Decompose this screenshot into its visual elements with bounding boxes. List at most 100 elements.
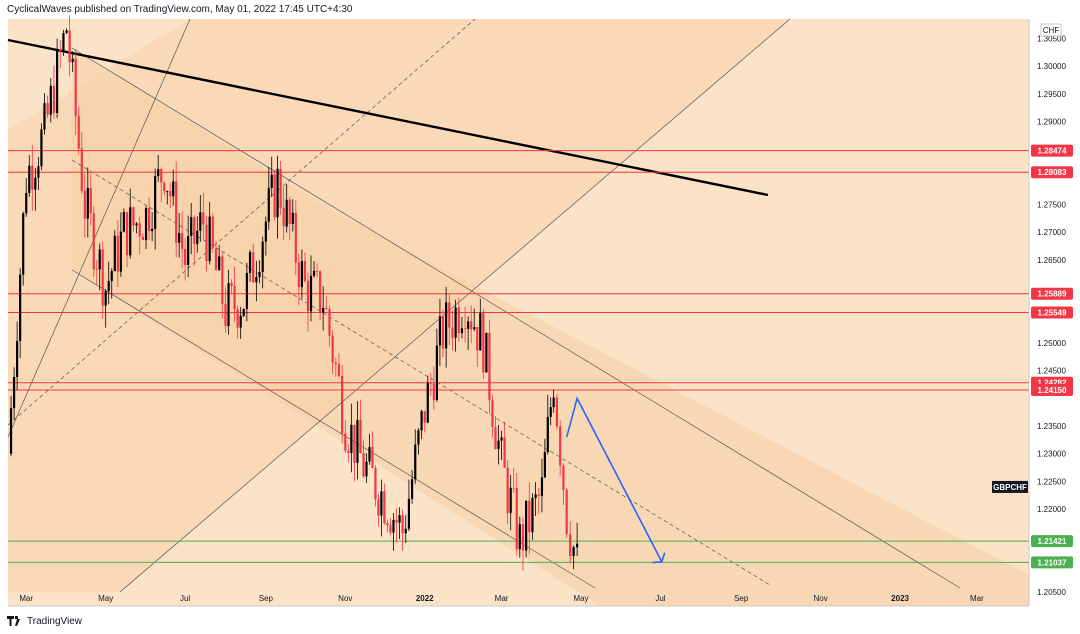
candle-body [497,440,500,449]
candle-body [43,102,46,130]
candle-body [344,433,347,451]
candle-body [569,534,572,556]
candle-body [334,362,337,365]
candle-body [279,168,282,208]
time-tick-label: May [98,594,113,603]
channel-drawings [7,18,1029,606]
candle-body [264,221,267,242]
candle-body [509,487,512,514]
candle-body [528,500,531,533]
candle-body [28,165,31,193]
candle-body [141,236,144,241]
publisher-line: CyclicalWaves published on TradingView.c… [7,4,353,15]
descending-channel-lower [71,269,596,589]
candle-body [432,383,435,401]
candle-body [410,479,414,499]
candle-body [52,85,56,114]
candle-body [92,213,95,270]
candle-body [40,129,43,167]
candle-body [426,382,429,423]
candle-body [132,207,135,226]
candle-body [559,426,562,466]
candle-body [252,252,255,283]
price-tick-label: 1.26500 [1037,256,1066,265]
time-tick-label: Sep [734,594,749,603]
candle-body [9,408,13,454]
level-price-tag [1031,166,1073,179]
candle-body [476,327,479,351]
candle-body [144,208,148,241]
candle-body [531,497,534,533]
candle-body [576,543,579,548]
candle-body [199,212,202,231]
candle-body [315,270,319,272]
candle-body [525,500,528,551]
candle-body [500,437,503,441]
candle-body [239,315,242,328]
price-tick-label: 1.29500 [1037,90,1066,99]
candle-body [119,231,122,272]
candle-body [371,446,374,468]
candle-body [110,271,113,282]
tradingview-footer: TradingView [7,612,82,630]
candle-body [19,274,22,341]
candle-body [448,302,451,328]
level-price-label: 1.28474 [1038,147,1067,156]
candle-body [77,116,80,149]
candle-body [163,182,166,192]
candle-body [386,523,389,526]
candle-body [438,316,442,346]
symbol-tag [992,480,1028,493]
candle-body [537,494,540,496]
price-tick-label: 1.22500 [1037,477,1066,486]
candle-body [202,212,205,225]
candle-body [407,498,411,529]
candle-body [404,528,407,534]
time-tick-label: 2023 [891,594,909,603]
level-price-label: 1.25889 [1038,290,1067,299]
candle-body [473,327,476,330]
level-price-label: 1.21037 [1038,558,1067,567]
candle-body [227,283,230,327]
candle-body [71,58,74,63]
candle-body [389,525,392,533]
candle-body [89,187,92,214]
candle-body [341,375,344,434]
time-tick-label: Mar [495,594,509,603]
candle-body [303,261,307,281]
candle-body [138,223,141,237]
time-tick-label: Jul [655,594,665,603]
candle-body [258,271,261,278]
candle-body [401,515,404,534]
candle-body [68,30,71,63]
candle-body [420,411,423,431]
major-trendline [7,38,769,197]
candle-body [398,515,401,523]
candle-body [116,235,119,272]
candle-body [267,187,270,222]
time-tick-label: Jul [180,594,190,603]
candle-body [464,328,467,330]
candle-body [74,58,77,117]
candle-body [187,235,190,266]
candle-body [503,437,506,468]
level-price-tag [1031,535,1073,548]
candle-body [285,199,288,227]
candle-body [562,465,565,490]
candle-body [113,235,116,272]
candle-body [184,248,187,266]
candle-body [276,168,279,218]
price-tick-label: 1.27000 [1037,228,1066,237]
level-price-label: 1.28083 [1038,168,1067,177]
candle-body [190,217,193,236]
candle-body [457,307,460,334]
candle-body [135,223,138,226]
candle-body [245,272,248,309]
candle-body [65,30,68,34]
candle-body [555,397,559,427]
level-price-label: 1.24282 [1038,379,1067,388]
ascending-channel-lower [119,18,791,593]
time-tick-label: Mar [970,594,984,603]
candle-body [512,487,515,489]
